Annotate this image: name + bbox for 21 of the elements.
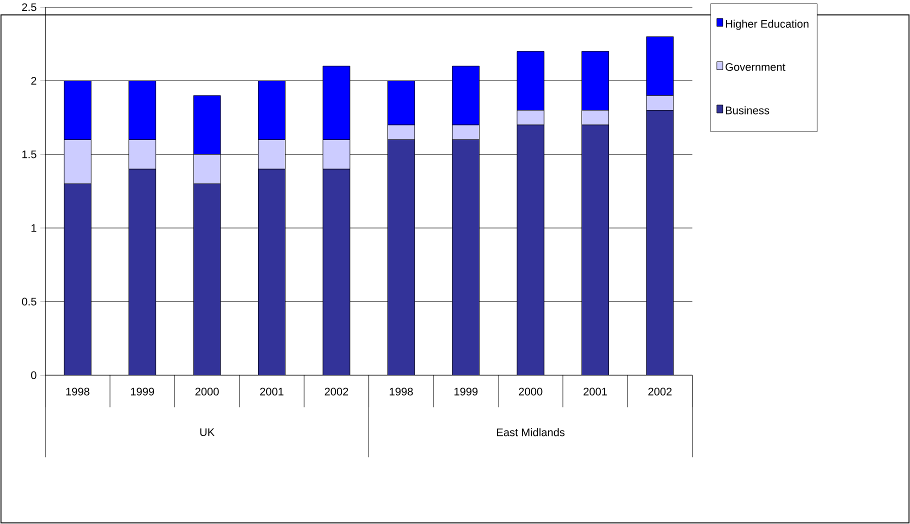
legend-label: Higher Education xyxy=(726,20,808,30)
x-tick-label: 2002 xyxy=(324,388,348,396)
x-tick-label: 2000 xyxy=(195,388,219,396)
x-tick-label: 1999 xyxy=(454,388,478,396)
y-tick-label: 1.5 xyxy=(22,150,36,158)
y-tick-label: 0 xyxy=(31,371,36,380)
x-tick-label: 1998 xyxy=(66,388,90,396)
y-tick-label: 0.5 xyxy=(22,298,36,306)
x-tick-label: 2001 xyxy=(584,388,607,396)
text: East Midlands xyxy=(497,428,565,436)
x-tick-label: 1998 xyxy=(390,388,413,396)
legend-label: Business xyxy=(726,106,770,114)
x-tick-label: 1999 xyxy=(130,388,154,396)
text: UK xyxy=(200,428,215,436)
y-tick-label: 2.5 xyxy=(22,3,36,12)
x-tick-label: 2002 xyxy=(648,388,672,396)
y-tick-label: 1 xyxy=(32,224,36,232)
x-tick-label: 2001 xyxy=(260,388,284,396)
x-tick-label: 2000 xyxy=(518,388,542,396)
legend-label: Government xyxy=(726,63,786,71)
y-tick-label: 2 xyxy=(31,77,36,85)
